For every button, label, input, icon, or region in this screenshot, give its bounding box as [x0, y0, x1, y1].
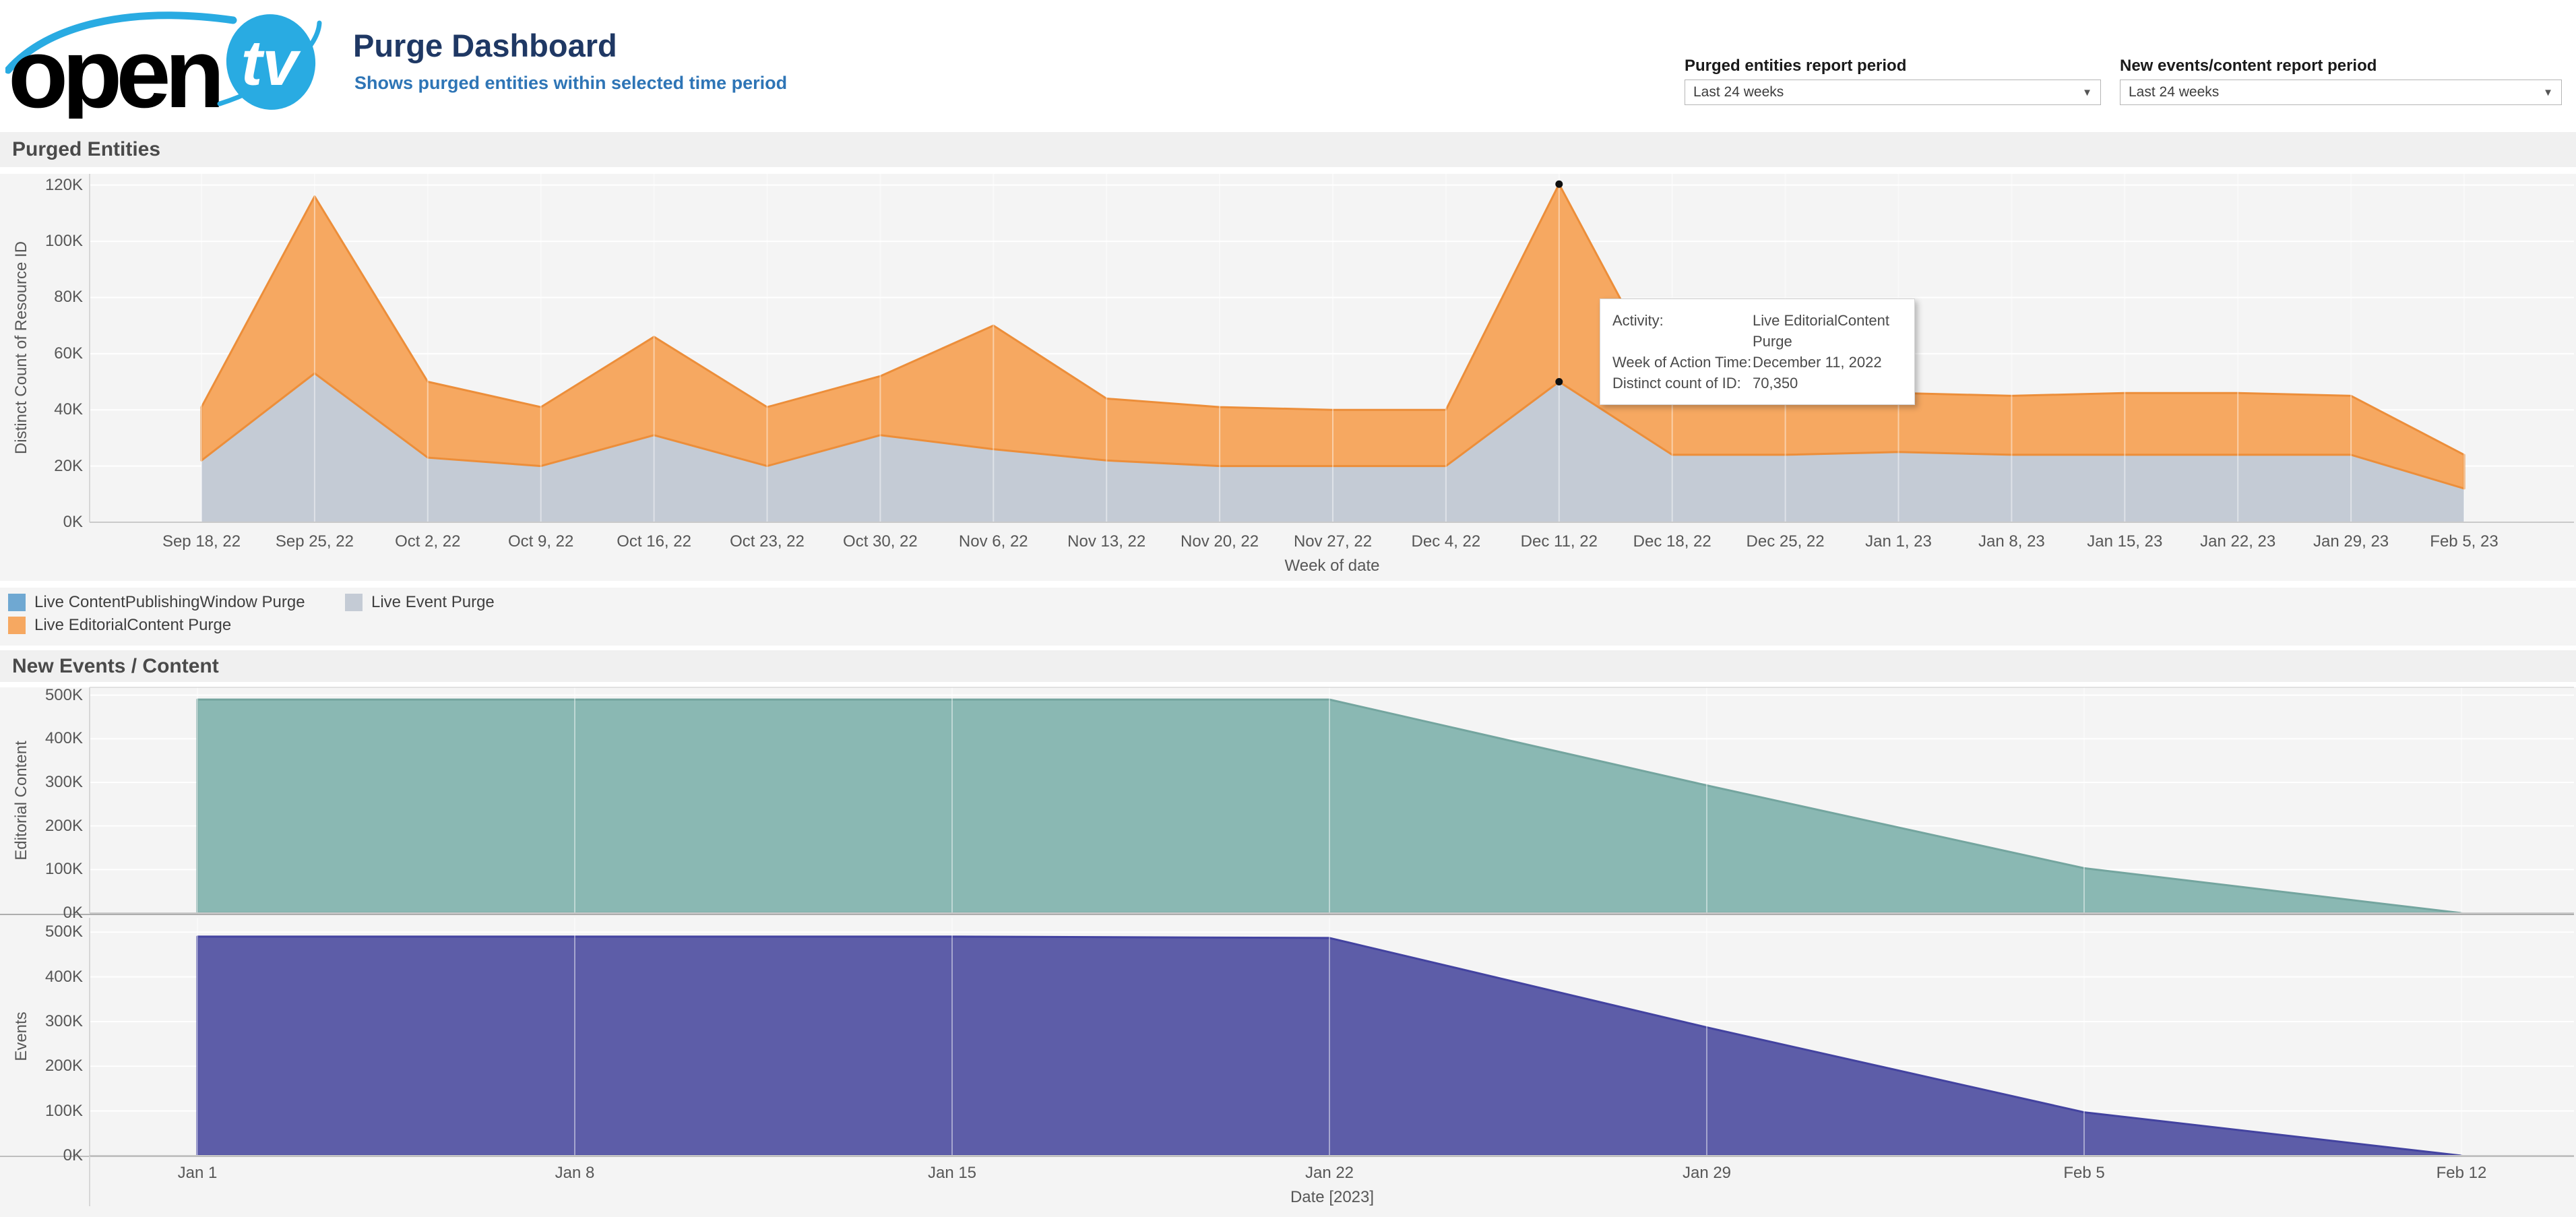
- tooltip-value: Live EditorialContent Purge: [1753, 312, 1890, 350]
- filter-dropdown-new-events-value: Last 24 weeks: [2129, 84, 2220, 100]
- legend-item-content-publishing-window[interactable]: Live ContentPublishingWindow Purge: [8, 593, 305, 612]
- new-events-header-band: New Events / Content: [0, 650, 2576, 682]
- legend-label: Live EditorialContent Purge: [34, 616, 232, 634]
- legend-swatch-orange: [8, 617, 26, 634]
- area-live-event-purge[interactable]: [201, 373, 2464, 522]
- logo-swoosh: [5, 11, 237, 74]
- logo-badge: [226, 14, 316, 110]
- purged-entities-title: Purged Entities: [12, 138, 161, 160]
- tooltip-label: Week of Action Time:: [1612, 354, 1752, 371]
- page-subtitle: Shows purged entities within selected ti…: [354, 73, 788, 93]
- area-live-editorialcontent-purge[interactable]: [200, 183, 2465, 490]
- tooltip-label: Distinct count of ID:: [1612, 375, 1741, 392]
- legend-swatch-blue: [8, 594, 26, 611]
- legend-label: Live Event Purge: [371, 593, 495, 611]
- dropdown-caret-icon: ▼: [2543, 86, 2553, 98]
- legend-label: Live ContentPublishingWindow Purge: [34, 593, 305, 611]
- logo-word: open: [8, 18, 220, 119]
- tooltip-value: 70,350: [1753, 375, 1798, 392]
- legend-item-live-event-purge[interactable]: Live Event Purge: [345, 593, 495, 612]
- legend-swatch-gray: [345, 594, 363, 611]
- mark-tooltip: Activity: Live EditorialContent Purge We…: [1600, 299, 1915, 405]
- purged-entities-header-band: Purged Entities: [0, 132, 2576, 167]
- selected-mark-dot[interactable]: [1555, 378, 1563, 386]
- tooltip-label: Activity:: [1612, 312, 1664, 329]
- filter-label-new-events: New events/content report period: [2120, 57, 2377, 75]
- purged-entities-legend: Live ContentPublishingWindow Purge Live …: [0, 588, 2576, 646]
- filter-dropdown-purged-value: Last 24 weeks: [1693, 84, 1784, 100]
- opentv-logo: open tv: [5, 11, 322, 119]
- selected-mark-dot[interactable]: [1555, 180, 1563, 188]
- filter-dropdown-new-events[interactable]: Last 24 weeks ▼: [2120, 80, 2562, 105]
- filter-dropdown-purged[interactable]: Last 24 weeks ▼: [1685, 80, 2101, 105]
- tooltip-value: December 11, 2022: [1753, 354, 1882, 371]
- filter-label-purged: Purged entities report period: [1685, 57, 1907, 75]
- logo-badge-text: tv: [241, 28, 302, 99]
- legend-item-editorial-content-purge[interactable]: Live EditorialContent Purge: [8, 616, 231, 635]
- dropdown-caret-icon: ▼: [2082, 86, 2092, 98]
- new-events-title: New Events / Content: [12, 654, 219, 677]
- page-title: Purge Dashboard: [353, 28, 617, 63]
